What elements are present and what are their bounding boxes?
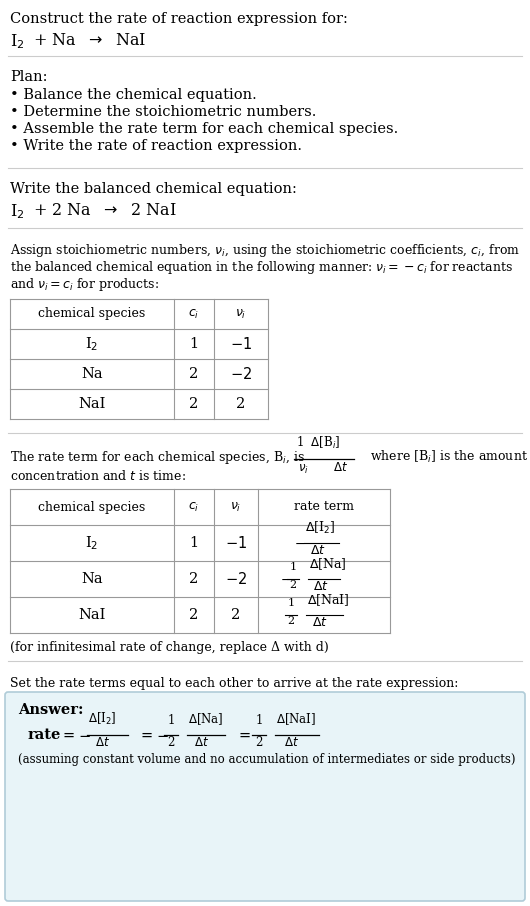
Text: $=$: $=$ xyxy=(236,728,251,742)
Text: Set the rate terms equal to each other to arrive at the rate expression:: Set the rate terms equal to each other t… xyxy=(10,677,458,690)
Text: Answer:: Answer: xyxy=(18,703,84,717)
Text: $\Delta t$: $\Delta t$ xyxy=(284,736,299,749)
Text: rate term: rate term xyxy=(294,500,354,514)
Text: $\Delta t$: $\Delta t$ xyxy=(194,736,209,749)
Text: Construct the rate of reaction expression for:: Construct the rate of reaction expressio… xyxy=(10,12,348,26)
Text: 2: 2 xyxy=(255,736,263,749)
Text: where [B$_i$] is the amount: where [B$_i$] is the amount xyxy=(370,449,528,465)
Text: NaI: NaI xyxy=(78,608,105,622)
Text: chemical species: chemical species xyxy=(38,500,146,514)
Text: $\Delta t$: $\Delta t$ xyxy=(312,616,328,629)
Text: $-2$: $-2$ xyxy=(225,571,247,587)
FancyBboxPatch shape xyxy=(5,692,525,901)
Text: 2: 2 xyxy=(189,608,199,622)
Text: Assign stoichiometric numbers, $\nu_i$, using the stoichiometric coefficients, $: Assign stoichiometric numbers, $\nu_i$, … xyxy=(10,242,520,259)
Text: (assuming constant volume and no accumulation of intermediates or side products): (assuming constant volume and no accumul… xyxy=(18,753,516,766)
Text: 2: 2 xyxy=(189,572,199,586)
Text: $=$: $=$ xyxy=(138,728,154,742)
Text: $-$: $-$ xyxy=(280,573,291,585)
Text: 2: 2 xyxy=(289,580,297,590)
Text: 2: 2 xyxy=(232,608,241,622)
Text: 2: 2 xyxy=(189,367,199,381)
Text: $\Delta$[I$_2$]: $\Delta$[I$_2$] xyxy=(305,520,335,536)
Text: $\Delta t$: $\Delta t$ xyxy=(313,580,329,593)
Text: I$_2$: I$_2$ xyxy=(10,32,24,51)
Text: rate: rate xyxy=(28,728,61,742)
Text: $\Delta$[Na]: $\Delta$[Na] xyxy=(188,711,224,727)
Text: $-1$: $-1$ xyxy=(225,535,247,551)
Text: NaI: NaI xyxy=(78,397,105,411)
Text: $\nu_i$: $\nu_i$ xyxy=(235,307,246,321)
Text: Plan:: Plan: xyxy=(10,70,48,84)
Text: the balanced chemical equation in the following manner: $\nu_i = -c_i$ for react: the balanced chemical equation in the fo… xyxy=(10,259,513,276)
Text: 2: 2 xyxy=(236,397,245,411)
Text: 1: 1 xyxy=(255,714,263,727)
Text: $\Delta$[I$_2$]: $\Delta$[I$_2$] xyxy=(88,711,117,727)
Text: 1: 1 xyxy=(289,562,297,572)
Text: Na: Na xyxy=(81,572,103,586)
Text: I$_2$: I$_2$ xyxy=(10,202,24,221)
Text: $-$: $-$ xyxy=(156,728,169,742)
Text: $\Delta$[Na]: $\Delta$[Na] xyxy=(309,556,347,572)
Text: chemical species: chemical species xyxy=(38,307,146,321)
Text: 2: 2 xyxy=(189,397,199,411)
Text: $c_i$: $c_i$ xyxy=(188,307,200,321)
Text: Na: Na xyxy=(81,367,103,381)
Text: I$_2$: I$_2$ xyxy=(85,535,99,552)
Text: 1: 1 xyxy=(189,536,199,550)
Text: $\nu_i$       $\Delta t$: $\nu_i$ $\Delta t$ xyxy=(298,461,348,476)
Text: • Determine the stoichiometric numbers.: • Determine the stoichiometric numbers. xyxy=(10,105,316,119)
Text: • Balance the chemical equation.: • Balance the chemical equation. xyxy=(10,88,257,102)
Text: 1: 1 xyxy=(189,337,199,351)
Text: 1: 1 xyxy=(287,598,295,608)
Text: 2: 2 xyxy=(287,616,295,626)
Text: 2: 2 xyxy=(167,736,175,749)
Text: I$_2$: I$_2$ xyxy=(85,335,99,352)
Text: • Write the rate of reaction expression.: • Write the rate of reaction expression. xyxy=(10,139,302,153)
Text: (for infinitesimal rate of change, replace Δ with d): (for infinitesimal rate of change, repla… xyxy=(10,641,329,654)
Text: $-2$: $-2$ xyxy=(230,366,252,382)
Text: $-$: $-$ xyxy=(78,728,91,742)
Text: $\Delta t$: $\Delta t$ xyxy=(310,544,326,557)
Text: concentration and $t$ is time:: concentration and $t$ is time: xyxy=(10,469,186,483)
Text: 1: 1 xyxy=(167,714,175,727)
Text: + Na  $\rightarrow$  NaI: + Na $\rightarrow$ NaI xyxy=(33,32,146,49)
Text: + 2 Na  $\rightarrow$  2 NaI: + 2 Na $\rightarrow$ 2 NaI xyxy=(33,202,176,219)
Text: $c_i$: $c_i$ xyxy=(188,500,200,514)
Text: and $\nu_i = c_i$ for products:: and $\nu_i = c_i$ for products: xyxy=(10,276,159,293)
Text: $=$: $=$ xyxy=(60,728,75,742)
Text: 1  $\Delta$[B$_i$]: 1 $\Delta$[B$_i$] xyxy=(296,435,341,451)
Text: $-1$: $-1$ xyxy=(230,336,252,352)
Text: Write the balanced chemical equation:: Write the balanced chemical equation: xyxy=(10,182,297,196)
Text: $\Delta$[NaI]: $\Delta$[NaI] xyxy=(276,711,316,727)
Text: • Assemble the rate term for each chemical species.: • Assemble the rate term for each chemic… xyxy=(10,122,398,136)
Text: $-$: $-$ xyxy=(294,536,305,550)
Text: $\nu_i$: $\nu_i$ xyxy=(231,500,242,514)
Text: $\Delta$[NaI]: $\Delta$[NaI] xyxy=(307,593,349,608)
Text: The rate term for each chemical species, B$_i$, is: The rate term for each chemical species,… xyxy=(10,449,305,466)
Text: $\Delta t$: $\Delta t$ xyxy=(95,736,110,749)
